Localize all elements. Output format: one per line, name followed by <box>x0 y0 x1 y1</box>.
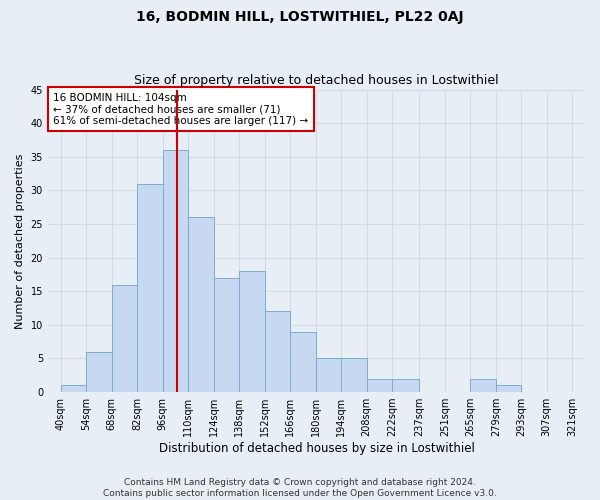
Bar <box>239 271 265 392</box>
Title: Size of property relative to detached houses in Lostwithiel: Size of property relative to detached ho… <box>134 74 499 87</box>
Y-axis label: Number of detached properties: Number of detached properties <box>15 153 25 328</box>
Bar <box>265 312 290 392</box>
Bar <box>290 332 316 392</box>
Bar <box>496 386 521 392</box>
Bar <box>341 358 367 392</box>
Bar <box>214 278 239 392</box>
Bar <box>137 184 163 392</box>
Bar <box>188 218 214 392</box>
Bar <box>112 284 137 392</box>
Bar <box>163 150 188 392</box>
Bar <box>367 378 392 392</box>
Bar <box>392 378 419 392</box>
Bar <box>316 358 341 392</box>
X-axis label: Distribution of detached houses by size in Lostwithiel: Distribution of detached houses by size … <box>158 442 475 455</box>
Bar <box>470 378 496 392</box>
Text: Contains HM Land Registry data © Crown copyright and database right 2024.
Contai: Contains HM Land Registry data © Crown c… <box>103 478 497 498</box>
Text: 16 BODMIN HILL: 104sqm
← 37% of detached houses are smaller (71)
61% of semi-det: 16 BODMIN HILL: 104sqm ← 37% of detached… <box>53 92 308 126</box>
Bar <box>61 386 86 392</box>
Bar <box>86 352 112 392</box>
Text: 16, BODMIN HILL, LOSTWITHIEL, PL22 0AJ: 16, BODMIN HILL, LOSTWITHIEL, PL22 0AJ <box>136 10 464 24</box>
